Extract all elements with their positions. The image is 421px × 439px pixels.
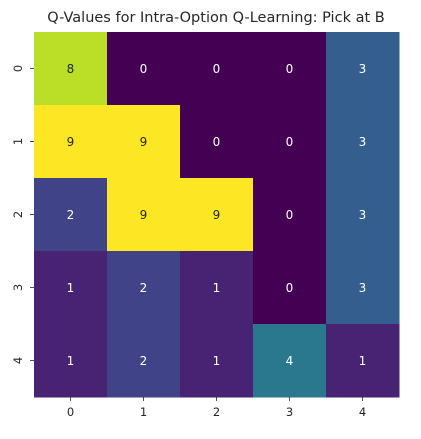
- heatmap-cell-r3-c3: [253, 251, 327, 325]
- cell-value-r1-c4: 3: [359, 135, 367, 149]
- cell-value-r4-c1: 2: [140, 354, 148, 368]
- heatmap-cell-r1-c0: [34, 105, 108, 179]
- cell-value-r0-c2: 0: [213, 62, 221, 76]
- cell-value-r4-c2: 1: [213, 354, 221, 368]
- cell-value-r4-c0: 1: [67, 354, 75, 368]
- cell-value-r1-c2: 0: [213, 135, 221, 149]
- heatmap-cell-r2-c2: [180, 178, 254, 252]
- y-tick-label-4: 4: [11, 357, 25, 364]
- y-tick-label-1: 1: [11, 138, 25, 145]
- cell-value-r1-c1: 9: [140, 135, 148, 149]
- cell-value-r2-c4: 3: [359, 208, 367, 222]
- x-tick-label-2: 2: [213, 405, 220, 419]
- cell-value-r4-c3: 4: [286, 354, 294, 368]
- cell-value-r3-c0: 1: [67, 281, 75, 295]
- heatmap-cell-r1-c2: [180, 105, 254, 179]
- cell-value-r2-c3: 0: [286, 208, 294, 222]
- heatmap-cells: [34, 32, 400, 398]
- x-tick-label-0: 0: [67, 405, 74, 419]
- heatmap-cell-r2-c1: [107, 178, 181, 252]
- heatmap-cell-r3-c1: [107, 251, 181, 325]
- x-tick-label-3: 3: [286, 405, 293, 419]
- heatmap-cell-r4-c0: [34, 324, 108, 398]
- cell-value-r0-c4: 3: [359, 62, 367, 76]
- cell-value-r0-c3: 0: [286, 62, 294, 76]
- heatmap-cell-r2-c3: [253, 178, 327, 252]
- heatmap-cell-r0-c0: [34, 32, 108, 106]
- heatmap-cell-r1-c4: [326, 105, 400, 179]
- heatmap-cell-r0-c4: [326, 32, 400, 106]
- heatmap-cell-r3-c2: [180, 251, 254, 325]
- cell-value-r1-c3: 0: [286, 135, 294, 149]
- heatmap-cell-r2-c4: [326, 178, 400, 252]
- cell-value-r0-c1: 0: [140, 62, 148, 76]
- heatmap-cell-r1-c1: [107, 105, 181, 179]
- cell-annotations: 8 0 0 0 3 9 9 0 0 3 2 9 9 0 3 1 2 1 0 3 1 2 1 4 1: [67, 62, 367, 368]
- heatmap-cell-r4-c2: [180, 324, 254, 398]
- cell-value-r3-c3: 0: [286, 281, 294, 295]
- heatmap-cell-r4-c3: [253, 324, 327, 398]
- x-tick-label-1: 1: [140, 405, 147, 419]
- heatmap-cell-r0-c1: [107, 32, 181, 106]
- x-axis-ticks: 0 1 2 3 4: [67, 397, 366, 419]
- cell-value-r2-c0: 2: [67, 208, 75, 222]
- cell-value-r3-c4: 3: [359, 281, 367, 295]
- heatmap-cell-r0-c2: [180, 32, 254, 106]
- cell-value-r3-c2: 1: [213, 281, 221, 295]
- cell-value-r3-c1: 2: [140, 281, 148, 295]
- y-tick-label-2: 2: [11, 211, 25, 218]
- heatmap-cell-r4-c1: [107, 324, 181, 398]
- heatmap-cell-r0-c3: [253, 32, 327, 106]
- chart-title: Q-Values for Intra-Option Q-Learning: Pi…: [47, 10, 384, 26]
- heatmap-cell-r4-c4: [326, 324, 400, 398]
- cell-value-r0-c0: 8: [67, 62, 75, 76]
- cell-value-r4-c4: 1: [359, 354, 367, 368]
- cell-value-r2-c2: 9: [213, 208, 221, 222]
- y-tick-label-3: 3: [11, 284, 25, 291]
- x-tick-label-4: 4: [359, 405, 366, 419]
- cell-value-r2-c1: 9: [140, 208, 148, 222]
- cell-value-r1-c0: 9: [67, 135, 75, 149]
- heatmap-cell-r3-c4: [326, 251, 400, 325]
- heatmap-cell-r3-c0: [34, 251, 108, 325]
- heatmap-cell-r2-c0: [34, 178, 108, 252]
- y-axis-ticks: 0 1 2 3 4: [11, 65, 34, 364]
- y-tick-label-0: 0: [11, 65, 25, 72]
- heatmap-cell-r1-c3: [253, 105, 327, 179]
